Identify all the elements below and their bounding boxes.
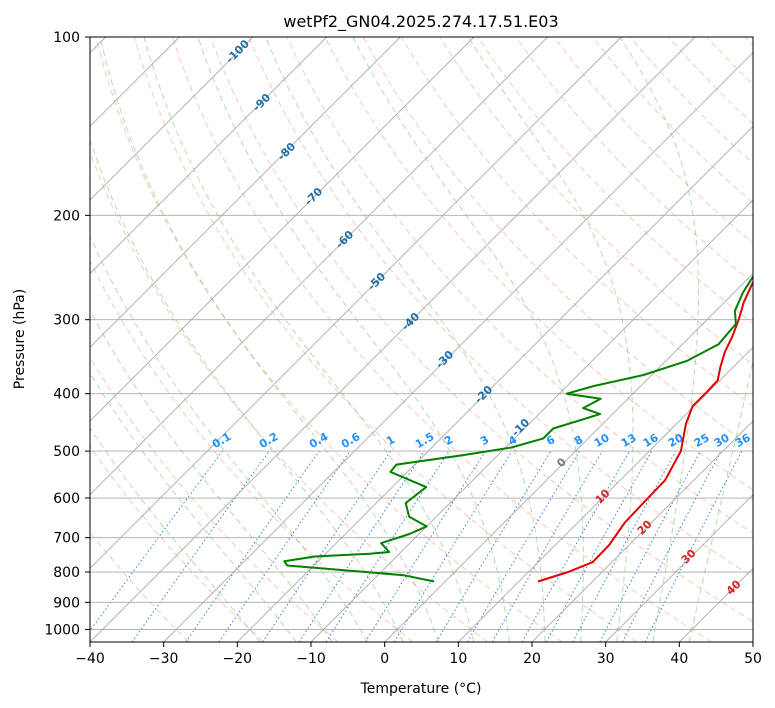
y-axis-label: Pressure (hPa) <box>12 289 28 389</box>
x-axis: −40 −30 −20 −10 0 10 20 30 40 50 <box>75 642 762 667</box>
mixing-ratio-line <box>644 450 743 642</box>
moist-adiabat <box>90 138 404 642</box>
moist-adiabat <box>143 37 475 642</box>
mixing-ratio-line <box>218 450 351 642</box>
dewpoint-profile <box>283 274 753 583</box>
isotherm-line <box>531 420 753 642</box>
x-axis-label: Temperature (°C) <box>360 681 482 697</box>
isotherm-line <box>90 37 254 201</box>
x-tick-label: 0 <box>380 651 389 667</box>
y-axis: 100 200 300 400 500 600 700 800 900 1000 <box>44 30 90 638</box>
profiles <box>283 274 753 583</box>
isotherm-line <box>605 494 753 642</box>
mixing-ratio-line <box>325 450 450 642</box>
mixing-ratio-line <box>572 450 677 642</box>
isotherm-line <box>90 37 401 348</box>
isotherm-line <box>90 37 327 275</box>
dry-adiabat <box>248 37 753 578</box>
mixing-ratio-line <box>393 450 513 642</box>
isotherm-line <box>163 52 753 642</box>
moist-adiabat <box>352 37 584 642</box>
dry-adiabat <box>171 37 712 642</box>
dry-adiabat <box>90 259 414 642</box>
mixing-ratio-line <box>298 450 425 642</box>
x-tick-label: −10 <box>296 651 326 667</box>
x-tick-label: 20 <box>523 651 541 667</box>
y-tick-label: 600 <box>53 491 80 507</box>
y-tick-label: 200 <box>53 208 80 224</box>
moist-adiabat <box>90 309 333 642</box>
x-tick-label: −40 <box>75 651 105 667</box>
isotherm-line <box>237 125 753 642</box>
dry-adiabat <box>324 37 753 491</box>
mixing-ratio-line <box>521 450 630 642</box>
x-tick-label: 30 <box>597 651 615 667</box>
y-tick-label: 800 <box>53 565 80 581</box>
plot-frame <box>89 36 754 643</box>
mixing-ratio-line <box>131 450 270 642</box>
y-tick-label: 500 <box>53 444 80 460</box>
dry-adiabat <box>90 356 339 642</box>
x-tick-label: 50 <box>744 651 762 667</box>
moist-adiabat <box>688 358 753 642</box>
isotherm-line <box>90 37 548 496</box>
chart-title: wetPf2_GN04.2025.274.17.51.E03 <box>283 12 558 32</box>
mixing-ratio-line <box>90 450 223 632</box>
dry-adiabat <box>133 37 638 642</box>
y-tick-label: 900 <box>53 595 80 611</box>
isotherm-line <box>90 37 475 422</box>
x-tick-label: 40 <box>670 651 688 667</box>
mixing-ratio-line <box>185 450 320 642</box>
y-tick-label: 400 <box>53 387 80 403</box>
y-tick-label: 700 <box>53 531 80 547</box>
isotherm-line <box>384 273 753 642</box>
dry-adiabat <box>210 37 753 623</box>
y-tick-label: 1000 <box>44 622 80 638</box>
y-tick-label: 100 <box>53 30 80 46</box>
isotherm-line <box>310 199 753 642</box>
dry-adiabat <box>90 445 264 642</box>
moist-adiabat <box>90 235 369 642</box>
moist-adiabat <box>99 37 439 642</box>
x-tick-label: −30 <box>149 651 179 667</box>
dry-adiabat <box>286 37 753 534</box>
temperature-profile <box>537 280 753 583</box>
moist-adiabat <box>90 371 297 642</box>
isotherm-line <box>90 37 696 642</box>
moist-adiabat <box>90 427 261 642</box>
x-tick-label: −20 <box>223 651 253 667</box>
x-tick-label: 10 <box>449 651 467 667</box>
isotherm-line <box>90 37 622 569</box>
dry-adiabat <box>95 37 563 642</box>
y-tick-label: 300 <box>53 313 80 329</box>
mixing-ratio-line <box>262 450 392 642</box>
isotherm-line <box>458 346 753 642</box>
moist-adiabat <box>619 37 699 642</box>
moist-adiabat <box>197 37 510 642</box>
moist-adiabat <box>265 37 546 642</box>
